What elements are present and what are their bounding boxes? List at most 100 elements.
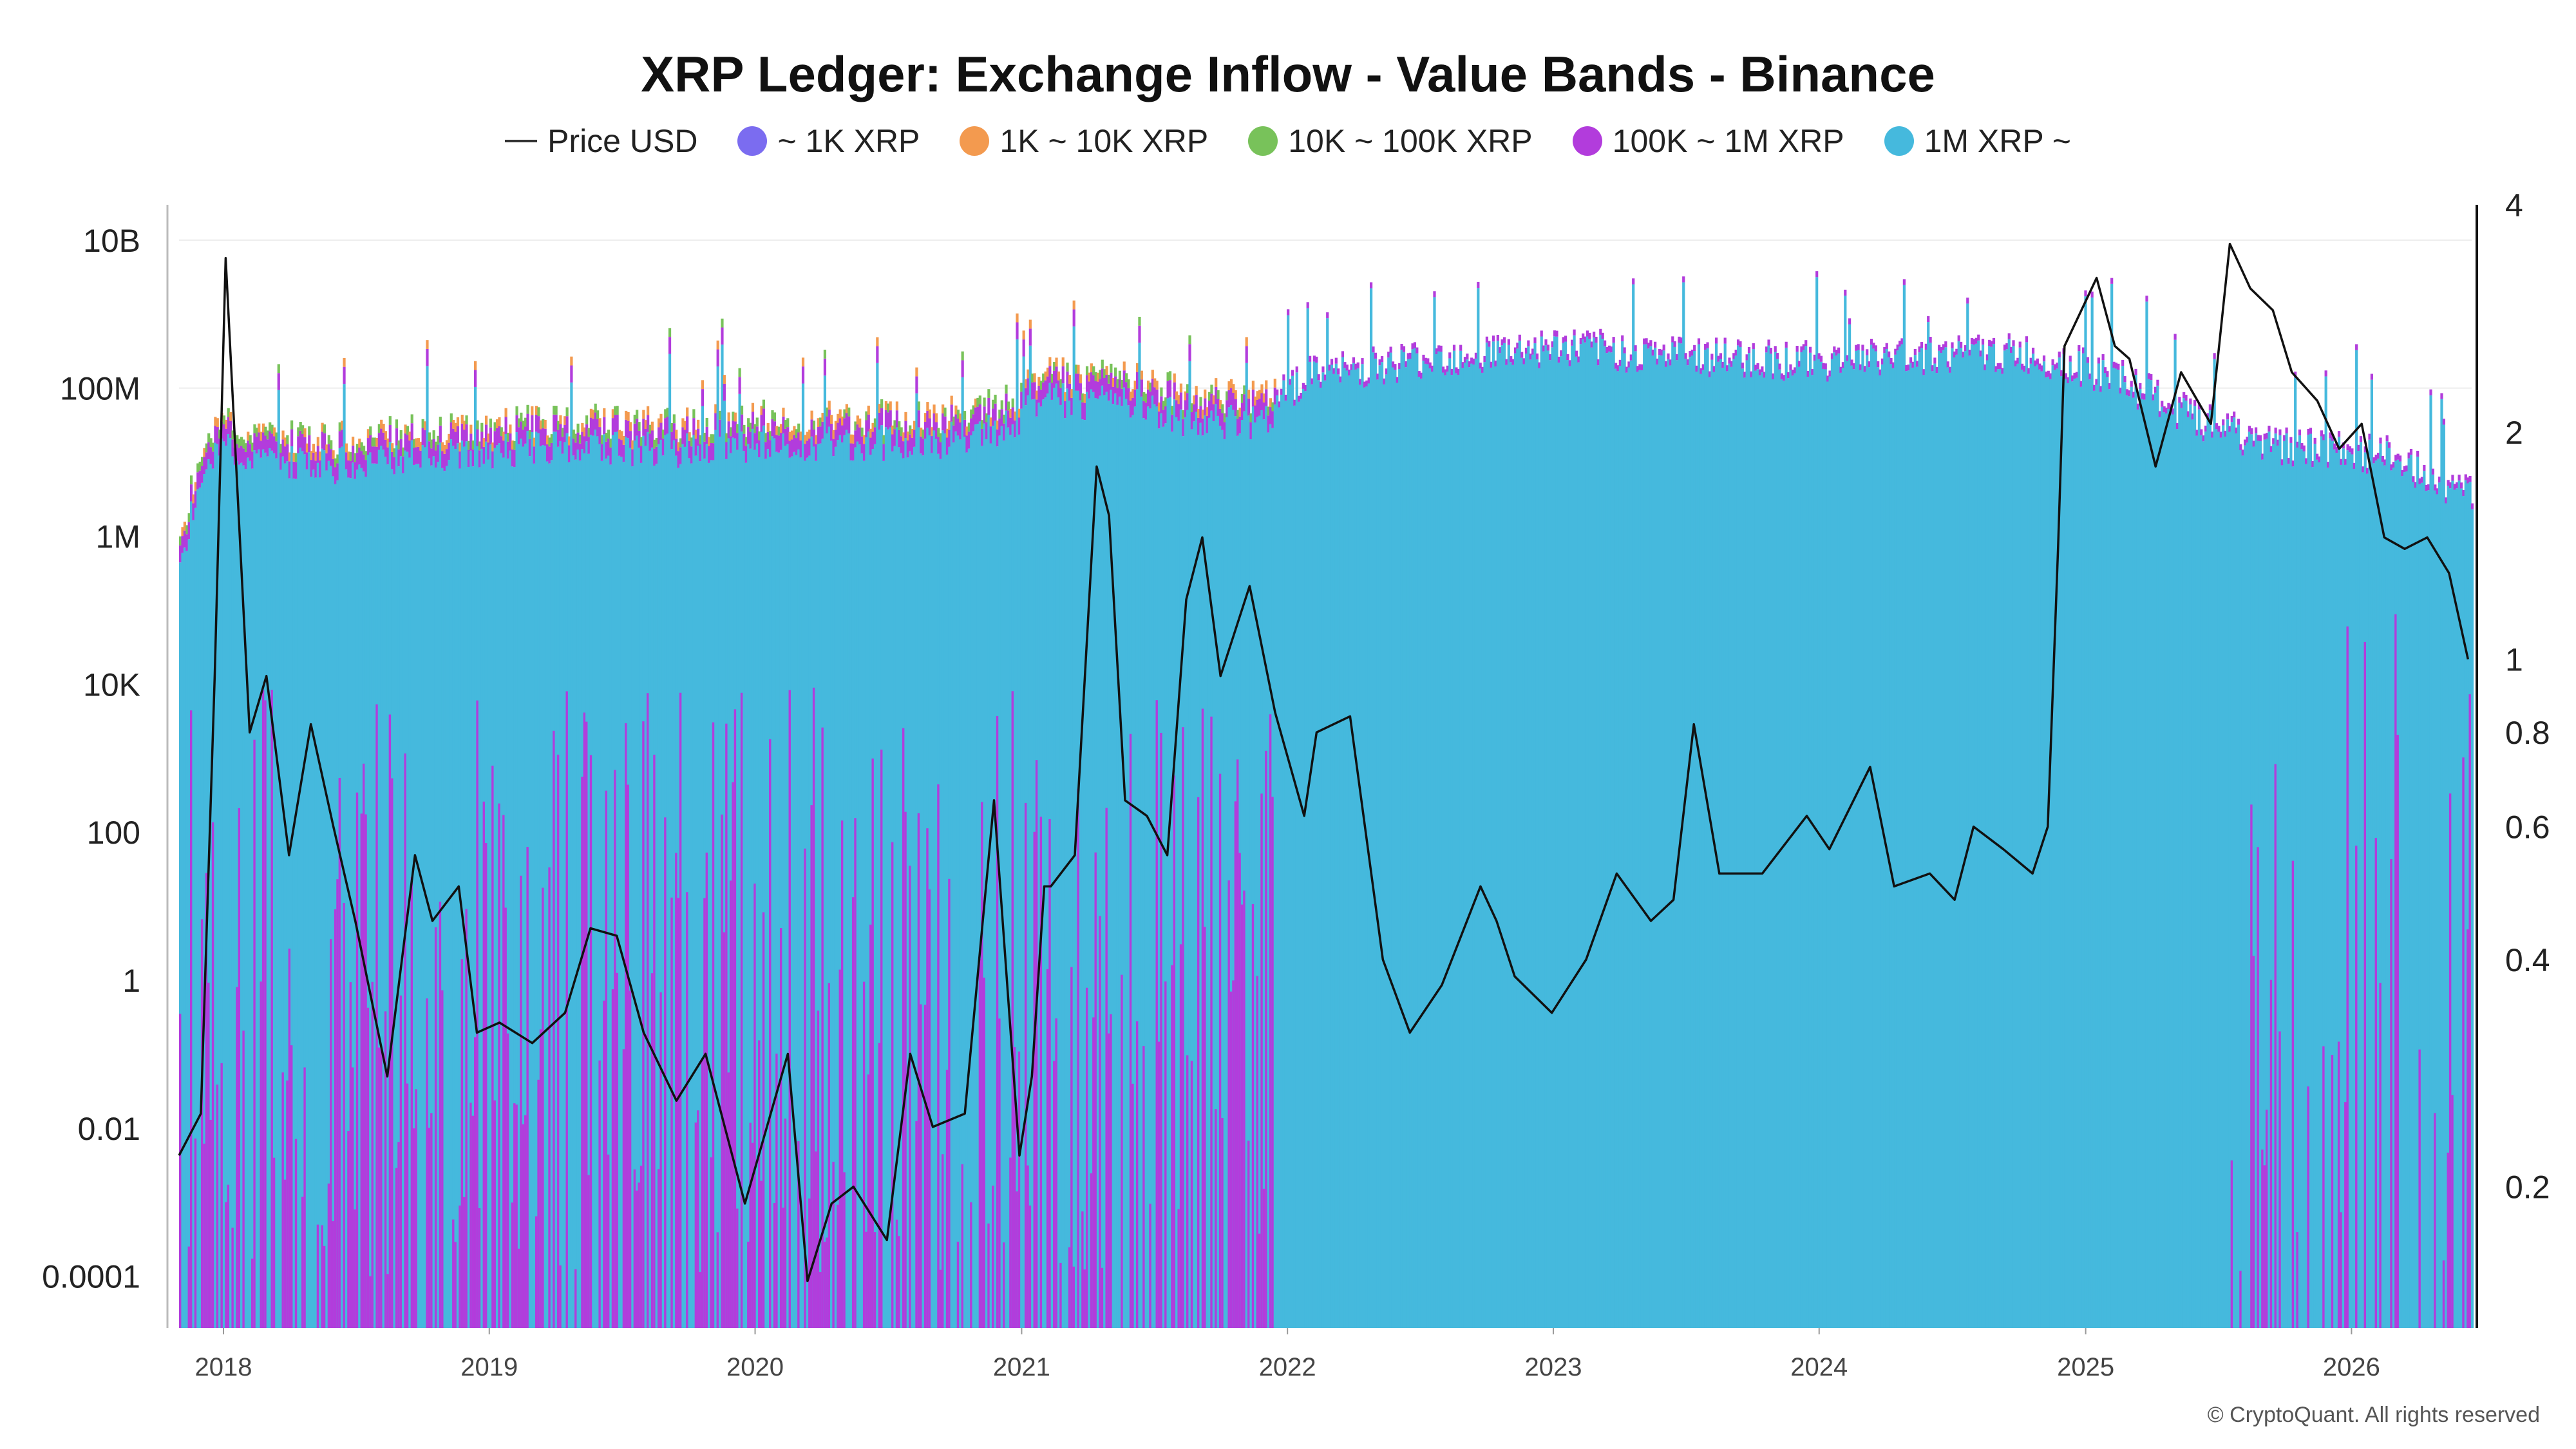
inflow-bar-100k-spike	[1053, 1061, 1056, 1328]
inflow-bar-10k	[321, 422, 324, 432]
inflow-bar-10k	[354, 453, 357, 462]
inflow-bar-100k	[1802, 344, 1805, 350]
inflow-bar-1m	[1920, 348, 1924, 1328]
inflow-bar-1m	[1844, 296, 1847, 1328]
inflow-bar-100k	[1800, 346, 1803, 352]
inflow-bar-100k-spike	[978, 959, 981, 1328]
inflow-bar-100k	[1700, 368, 1703, 374]
inflow-bar-100k-spike	[1258, 1233, 1262, 1328]
inflow-bar-100k	[1208, 401, 1211, 418]
inflow-bar-1m	[511, 466, 514, 1328]
inflow-bar-1m	[2086, 363, 2089, 1328]
inflow-bar-100k	[1918, 346, 1921, 353]
inflow-bar-100k-spike	[478, 1208, 481, 1328]
inflow-bar-100k	[323, 433, 327, 451]
inflow-bar-1m	[2114, 368, 2118, 1329]
inflow-bar-100k	[631, 449, 634, 467]
inflow-bar-1m	[373, 463, 377, 1328]
inflow-bar-10k	[183, 522, 186, 531]
inflow-bar-100k	[1413, 342, 1417, 348]
inflow-bar-100k	[2346, 444, 2349, 451]
inflow-bar-100k	[1953, 351, 1956, 357]
legend-item-band-5[interactable]: 1M XRP ~	[1884, 122, 2071, 160]
inflow-bar-1m	[2200, 435, 2203, 1328]
legend-item-band-4[interactable]: 100K ~ 1M XRP	[1572, 122, 1844, 160]
inflow-bar-1m	[2090, 297, 2094, 1328]
inflow-bar-100k-spike	[810, 805, 813, 1328]
inflow-bar-100k	[2396, 453, 2400, 460]
inflow-bar-100k	[426, 348, 429, 366]
inflow-bar-100k-spike	[517, 1248, 521, 1328]
inflow-bar-1m	[819, 443, 822, 1328]
inflow-bar-100k	[1531, 348, 1535, 355]
inflow-bar-1m	[1577, 362, 1580, 1328]
inflow-bar-100k	[181, 536, 184, 553]
inflow-bar-100k	[574, 442, 578, 460]
inflow-bar-100k	[1444, 369, 1447, 375]
inflow-bar-100k	[1900, 338, 1904, 345]
inflow-bar-1m	[976, 424, 980, 1328]
inflow-bar-100k-spike	[659, 992, 663, 1328]
inflow-bar-1m	[2379, 443, 2382, 1329]
inflow-bar-100k-spike	[1238, 853, 1242, 1328]
inflow-bar-1m	[428, 458, 431, 1328]
inflow-bar-100k-spike	[1024, 802, 1028, 1328]
inflow-bar-100k	[1352, 357, 1356, 363]
inflow-bar-1m	[281, 456, 285, 1329]
inflow-bar-100k	[1922, 369, 1926, 375]
inflow-bar-100k-spike	[207, 982, 211, 1328]
inflow-bar-100k	[933, 413, 936, 431]
legend-item-price[interactable]: Price USD	[505, 122, 697, 160]
inflow-bar-1m	[2211, 437, 2214, 1328]
inflow-bar-10k	[1240, 393, 1244, 403]
inflow-bar-100k-spike	[2337, 1041, 2341, 1328]
inflow-bar-100k	[1623, 347, 1626, 354]
inflow-bar-100k	[882, 444, 886, 461]
inflow-bar-1m	[1664, 366, 1668, 1328]
inflow-bar-1m	[1055, 383, 1058, 1328]
inflow-bar-1m	[2128, 396, 2131, 1329]
legend-item-band-3[interactable]: 10K ~ 100K XRP	[1248, 122, 1533, 160]
inflow-bar-1m	[1411, 349, 1414, 1328]
inflow-bar-100k	[229, 421, 232, 439]
inflow-bar-1m	[2442, 424, 2445, 1328]
inflow-bar-10k	[397, 440, 401, 450]
inflow-bar-1m	[1992, 344, 1996, 1328]
legend-item-band-1[interactable]: ~ 1K XRP	[737, 122, 920, 160]
inflow-bar-100k	[478, 450, 481, 468]
inflow-bar-10k	[638, 422, 641, 431]
inflow-bar-1m	[2259, 441, 2262, 1329]
inflow-bar-1m	[956, 435, 960, 1329]
inflow-bar-10k	[533, 437, 536, 447]
inflow-bar-100k	[1984, 364, 1987, 370]
inflow-bar-1m	[609, 464, 612, 1328]
inflow-bar-10k	[655, 438, 658, 447]
inflow-bar-1m	[509, 450, 512, 1328]
inflow-bar-10k	[428, 432, 431, 442]
inflow-bar-100k	[1964, 345, 1967, 352]
inflow-bar-100k	[1750, 371, 1753, 377]
inflow-bar-100k	[2034, 360, 2037, 366]
inflow-bar-100k-spike	[2265, 1110, 2269, 1328]
inflow-bar-100k	[430, 448, 433, 466]
inflow-bar-100k-spike	[2239, 1271, 2242, 1328]
inflow-bar-100k	[2254, 427, 2258, 433]
inflow-bar-100k	[1560, 350, 1563, 357]
inflow-bar-10k	[967, 422, 971, 432]
inflow-bar-1m	[1540, 336, 1543, 1328]
inflow-bar-10k	[1232, 384, 1235, 393]
inflow-bar-1m	[2427, 490, 2430, 1329]
inflow-bar-1m	[576, 450, 580, 1328]
inflow-bar-100k	[192, 503, 195, 520]
inflow-bar-100k	[2420, 477, 2424, 483]
inflow-bar-10k	[920, 427, 923, 437]
inflow-bar-100k-spike	[867, 1074, 870, 1328]
legend-item-band-2[interactable]: 1K ~ 10K XRP	[960, 122, 1208, 160]
inflow-bar-10k	[1079, 374, 1082, 384]
inflow-bar-100k	[1732, 353, 1736, 359]
inflow-bar-100k-spike	[758, 1040, 761, 1328]
inflow-bar-1m	[1085, 392, 1089, 1329]
inflow-bar-10k	[788, 431, 791, 441]
inflow-bar-10k	[1020, 383, 1023, 392]
inflow-bar-100k	[2042, 355, 2046, 362]
